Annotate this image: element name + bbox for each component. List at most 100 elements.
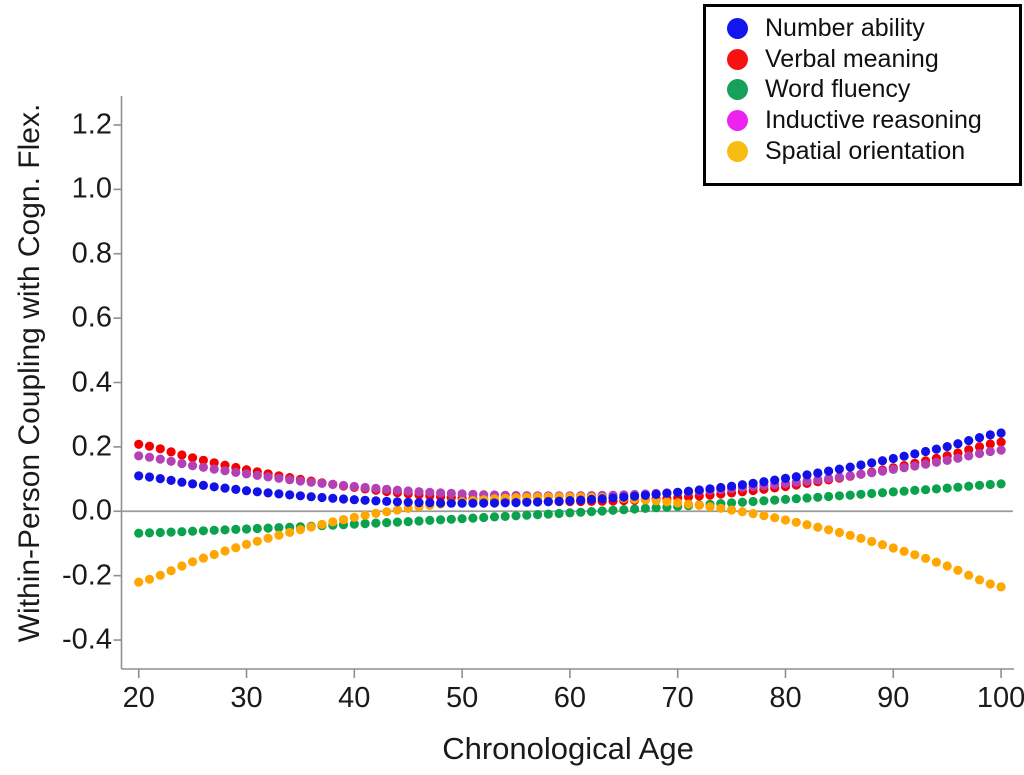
data-point xyxy=(155,474,165,484)
data-point xyxy=(274,523,284,533)
data-point xyxy=(867,536,877,547)
y-tick-label: 0.6 xyxy=(71,301,112,334)
data-point xyxy=(953,453,963,463)
data-point xyxy=(403,517,413,527)
data-point xyxy=(144,528,155,538)
legend-item: Spatial orientation xyxy=(727,136,1019,167)
data-point xyxy=(317,478,327,488)
data-point xyxy=(554,508,564,519)
data-point xyxy=(436,488,446,498)
data-point xyxy=(533,497,543,507)
data-point xyxy=(737,480,748,490)
data-point xyxy=(360,510,370,520)
data-point xyxy=(166,527,176,537)
data-point xyxy=(220,466,230,476)
data-point xyxy=(144,441,155,451)
data-point xyxy=(910,461,920,471)
data-point xyxy=(770,475,780,485)
data-point xyxy=(942,442,952,452)
data-point xyxy=(392,497,402,507)
data-point xyxy=(500,511,510,521)
data-point xyxy=(220,525,230,535)
data-point xyxy=(198,455,208,465)
data-point xyxy=(996,582,1006,592)
data-point xyxy=(630,491,640,501)
data-point xyxy=(931,557,942,567)
data-point xyxy=(209,525,219,535)
legend: Number ability Verbal meaning Word fluency… xyxy=(703,4,1022,186)
data-point xyxy=(371,496,381,506)
data-point xyxy=(371,508,381,518)
data-point xyxy=(910,485,920,495)
data-point xyxy=(899,463,909,473)
data-point xyxy=(802,476,812,486)
data-point xyxy=(834,527,845,538)
y-tick-label: 1.0 xyxy=(71,172,112,205)
data-point xyxy=(295,491,305,501)
data-point xyxy=(241,524,252,534)
data-point xyxy=(252,536,262,546)
data-point xyxy=(694,485,704,495)
data-point xyxy=(586,507,597,517)
data-point xyxy=(996,437,1006,447)
legend-label: Verbal meaning xyxy=(765,44,939,73)
data-point xyxy=(845,490,855,500)
data-point xyxy=(252,470,262,480)
data-point xyxy=(274,530,284,540)
data-point xyxy=(231,484,241,494)
data-point xyxy=(985,446,995,457)
legend-swatch-icon xyxy=(727,79,748,101)
data-point xyxy=(964,481,974,491)
data-point xyxy=(134,451,144,461)
data-point xyxy=(856,533,866,544)
data-point xyxy=(748,478,758,488)
data-point xyxy=(813,475,823,485)
data-point xyxy=(985,579,995,589)
data-point xyxy=(241,486,252,496)
data-point xyxy=(274,489,284,499)
data-point xyxy=(737,497,748,507)
data-point xyxy=(565,496,575,506)
x-tick-label: 40 xyxy=(338,682,371,714)
data-point xyxy=(813,522,823,532)
data-point xyxy=(338,494,349,504)
data-point xyxy=(274,473,284,483)
data-point xyxy=(586,494,597,504)
data-point xyxy=(220,483,230,493)
data-point xyxy=(436,515,446,525)
data-point xyxy=(608,505,618,515)
data-point xyxy=(888,487,898,497)
data-point xyxy=(403,486,413,496)
x-tick-label: 60 xyxy=(553,682,587,714)
data-point xyxy=(996,428,1006,438)
data-point xyxy=(651,489,661,499)
data-point xyxy=(845,462,855,472)
data-point xyxy=(177,458,187,469)
data-point xyxy=(974,433,985,443)
data-point xyxy=(252,523,262,534)
legend-item: Inductive reasoning xyxy=(727,105,1019,136)
data-point xyxy=(134,471,144,481)
y-tick-label: 0.4 xyxy=(71,366,112,398)
data-point xyxy=(382,518,392,528)
data-point xyxy=(683,486,694,496)
data-point xyxy=(425,498,435,508)
data-point xyxy=(802,493,812,503)
data-point xyxy=(759,510,769,521)
data-point xyxy=(953,482,963,492)
data-point xyxy=(177,477,187,487)
data-point xyxy=(985,439,995,449)
data-point xyxy=(856,460,866,470)
data-point xyxy=(457,489,467,499)
data-point xyxy=(382,507,392,517)
data-point xyxy=(468,513,478,523)
data-point xyxy=(231,467,241,477)
x-tick-label: 20 xyxy=(122,682,155,714)
data-point xyxy=(877,488,888,498)
data-point xyxy=(328,493,338,503)
data-point xyxy=(166,456,176,466)
data-point xyxy=(856,489,866,499)
data-point xyxy=(727,481,737,491)
data-point xyxy=(349,495,359,505)
data-point xyxy=(640,503,651,513)
